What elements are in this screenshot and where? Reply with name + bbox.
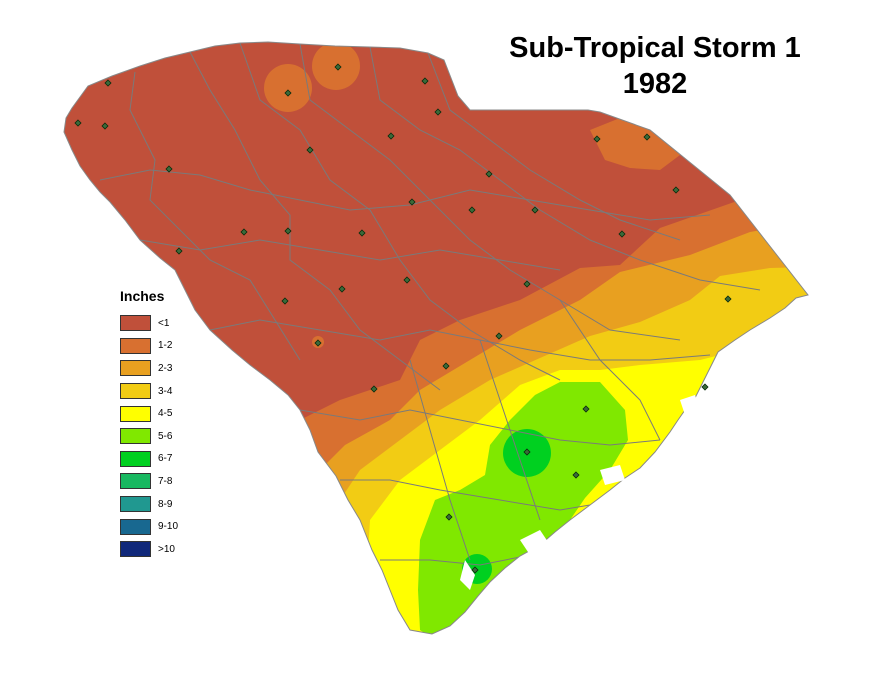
station-marker [582,405,590,413]
station-marker [165,165,173,173]
legend-item: 1-2 [120,335,240,358]
legend-swatch [120,360,151,377]
zone-1-2-upstate-a [264,64,312,112]
station-marker [672,186,680,194]
coastal-inlets [460,395,700,590]
station-marker [175,247,183,255]
station-marker [358,229,366,237]
station-marker [445,513,453,521]
map-title: Sub-Tropical Storm 1 1982 [470,30,840,102]
legend-item: 3-4 [120,380,240,403]
legend-rows: <1 1-2 2-3 3-4 4-5 5-6 6-7 7-8 8-9 9-10 >10 [120,312,240,561]
station-marker [531,206,539,214]
legend-label: 6-7 [158,453,173,465]
legend-label: 3-4 [158,385,173,397]
legend-swatch [120,450,151,467]
station-marker [314,339,322,347]
station-marker [442,362,450,370]
station-marker [408,198,416,206]
station-marker [468,206,476,214]
legend-swatch [120,405,151,422]
station-marker [618,230,626,238]
station-marker [370,385,378,393]
station-marker [724,295,732,303]
station-marker [643,133,651,141]
station-marker [701,383,709,391]
station-marker [421,77,429,85]
legend-label: <1 [158,317,170,329]
station-marker [403,276,411,284]
legend-label: 8-9 [158,498,173,510]
station-marker [523,448,531,456]
legend-item: 8-9 [120,493,240,516]
legend-item: >10 [120,538,240,561]
station-marker [434,108,442,116]
station-markers [74,63,732,574]
station-marker [101,122,109,130]
legend-item: 9-10 [120,515,240,538]
legend-label: 2-3 [158,362,173,374]
station-marker [284,227,292,235]
station-marker [240,228,248,236]
station-marker [306,146,314,154]
legend-swatch [120,541,151,558]
legend-item: 6-7 [120,448,240,471]
state-outline [63,41,809,635]
station-marker [104,79,112,87]
county-borders [99,42,761,566]
legend-item: 2-3 [120,357,240,380]
legend-label: 1-2 [158,340,173,352]
station-marker [74,119,82,127]
legend-swatch [120,315,151,332]
legend-label: 5-6 [158,430,173,442]
legend-item: 4-5 [120,402,240,425]
station-marker [338,285,346,293]
legend-swatch [120,428,151,445]
legend-swatch [120,473,151,490]
legend-swatch [120,496,151,513]
legend: Inches <1 1-2 2-3 3-4 4-5 5-6 6-7 7-8 8-9 9-10 >10 [120,288,240,561]
legend-swatch [120,518,151,535]
station-marker [523,280,531,288]
legend-item: 5-6 [120,425,240,448]
title-line-2: 1982 [622,68,688,100]
station-marker [281,297,289,305]
station-marker [485,170,493,178]
station-marker [284,89,292,97]
legend-item: 7-8 [120,470,240,493]
station-marker [387,132,395,140]
station-marker [471,566,479,574]
legend-label: 7-8 [158,475,173,487]
legend-swatch [120,383,151,400]
legend-label: >10 [158,543,175,555]
legend-item: <1 [120,312,240,335]
legend-title: Inches [120,288,165,304]
station-marker [334,63,342,71]
station-marker [572,471,580,479]
station-marker [495,332,503,340]
title-line-1: Sub-Tropical Storm 1 [509,32,801,64]
legend-label: 4-5 [158,408,173,420]
station-marker [593,135,601,143]
legend-label: 9-10 [158,521,179,533]
legend-swatch [120,337,151,354]
